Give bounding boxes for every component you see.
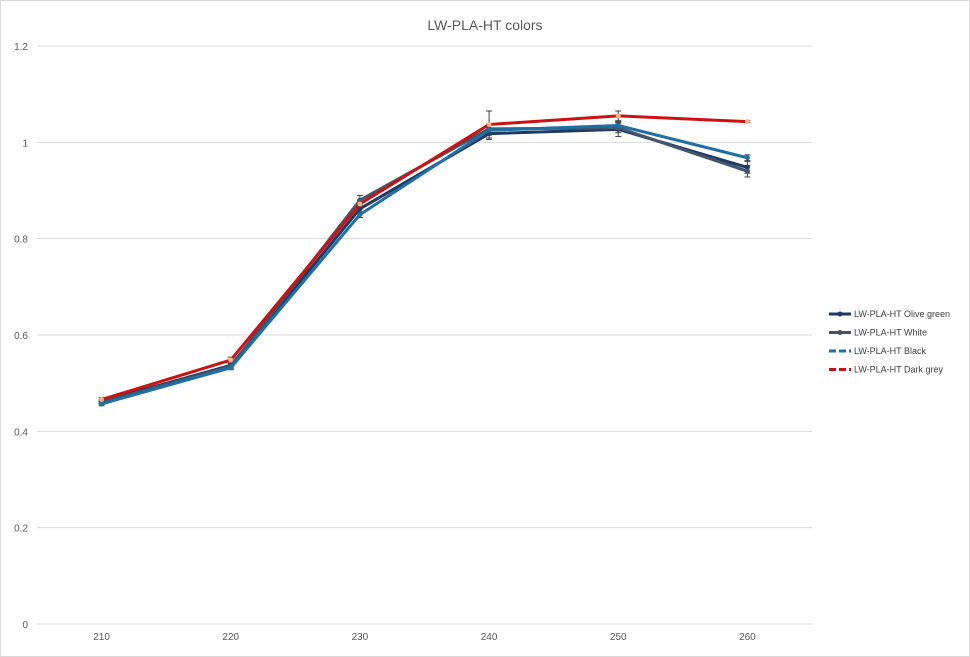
- y-tick-label: 0.8: [14, 235, 28, 246]
- x-axis-tick-labels: 210 220 230 240 250 260: [93, 632, 756, 643]
- gridlines: [37, 45, 812, 529]
- x-tick-label: 220: [222, 632, 239, 643]
- y-axis-tick-labels: 0 0.2 0.4 0.6 0.8 1 1.2: [14, 42, 28, 631]
- x-tick-label: 230: [352, 632, 369, 643]
- data-point: [357, 197, 363, 203]
- data-point: [615, 122, 621, 128]
- x-tick-label: 250: [610, 632, 627, 643]
- y-tick-label: 0: [22, 620, 28, 631]
- x-tick-label: 260: [739, 632, 756, 643]
- data-point: [744, 155, 750, 161]
- data-point: [228, 357, 234, 363]
- y-tick-label: 0.4: [14, 427, 28, 438]
- y-tick-label: 0.6: [14, 331, 28, 342]
- series-line-3: [100, 114, 749, 402]
- data-point: [615, 113, 621, 119]
- data-point: [744, 168, 750, 174]
- data-point: [486, 127, 492, 133]
- x-tick-label: 210: [93, 632, 110, 643]
- legend-label: LW-PLA-HT Dark grey: [854, 365, 944, 375]
- y-tick-label: 1.2: [14, 42, 28, 53]
- data-point: [744, 164, 750, 170]
- data-point: [228, 365, 234, 371]
- chart-title: LW-PLA-HT colors: [427, 17, 542, 33]
- data-point: [357, 201, 363, 207]
- series-lines: [99, 113, 750, 407]
- y-tick-label: 0.2: [14, 524, 28, 535]
- legend-marker: [837, 311, 843, 317]
- series-line-1: [100, 126, 749, 404]
- series-line-2: [100, 123, 749, 406]
- data-point: [357, 212, 363, 218]
- legend: LW-PLA-HT Olive green LW-PLA-HT White LW-P…: [829, 309, 950, 375]
- series-line-0: [100, 127, 749, 403]
- data-point: [744, 119, 750, 125]
- error-bars: [98, 110, 751, 407]
- legend-marker: [837, 330, 843, 335]
- data-point: [486, 122, 492, 128]
- legend-label: LW-PLA-HT Olive green: [854, 309, 950, 319]
- y-tick-label: 1: [22, 138, 28, 149]
- legend-label: LW-PLA-HT Black: [854, 346, 927, 356]
- legend-label: LW-PLA-HT White: [854, 328, 927, 338]
- data-point: [99, 401, 105, 407]
- data-point: [99, 397, 105, 403]
- x-tick-label: 240: [481, 632, 498, 643]
